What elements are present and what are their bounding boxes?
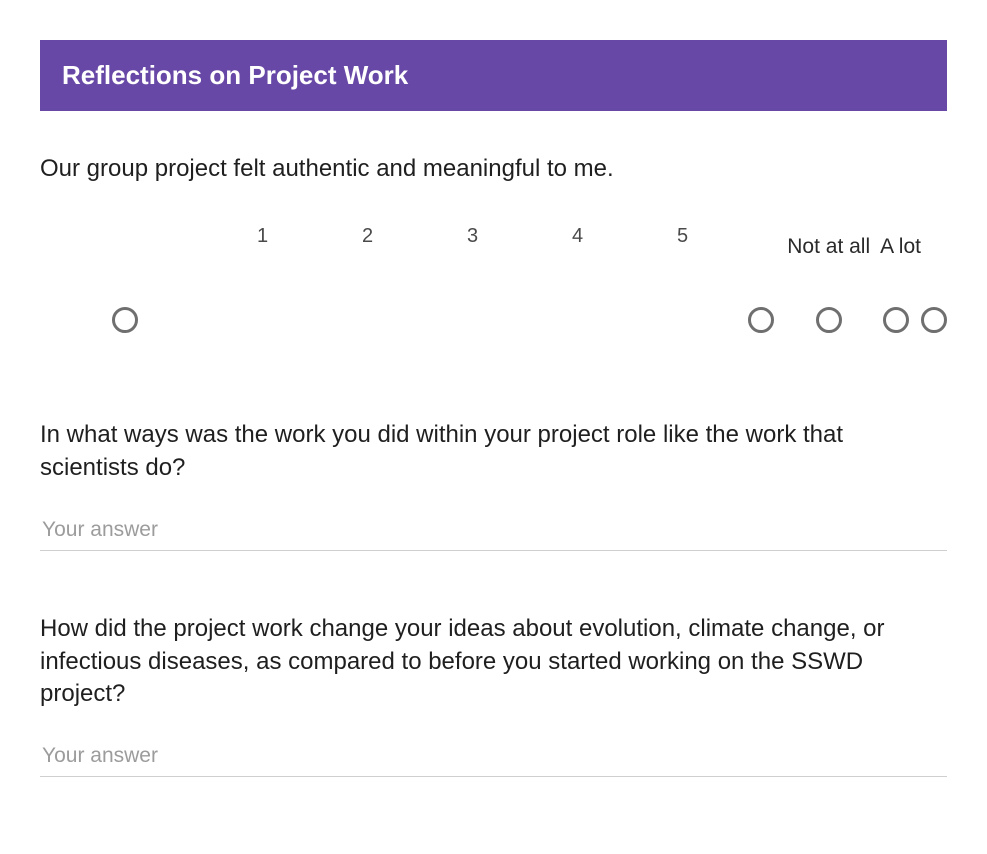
question-short-answer: In what ways was the work you did within… [40, 419, 947, 551]
likert-radio-3[interactable] [816, 307, 842, 333]
question-prompt: In what ways was the work you did within… [40, 419, 947, 484]
question-likert: Our group project felt authentic and mea… [40, 153, 947, 357]
likert-radio-2[interactable] [748, 307, 774, 333]
section-title: Reflections on Project Work [62, 60, 408, 90]
likert-number: 1 [210, 225, 315, 270]
likert-number: 3 [420, 225, 525, 270]
section-header: Reflections on Project Work [40, 40, 947, 111]
likert-high-label: A lot [870, 211, 921, 283]
question-prompt: How did the project work change your ide… [40, 613, 947, 710]
likert-number: 2 [315, 225, 420, 270]
likert-radio-1[interactable] [112, 307, 138, 333]
form-page: Reflections on Project Work Our group pr… [0, 0, 987, 827]
likert-radio-5[interactable] [921, 307, 947, 333]
answer-input[interactable] [40, 738, 947, 777]
answer-input[interactable] [40, 512, 947, 551]
likert-number: 4 [525, 225, 630, 270]
likert-low-label: Not at all [787, 211, 870, 283]
question-prompt: Our group project felt authentic and mea… [40, 153, 947, 185]
likert-radio-4[interactable] [883, 307, 909, 333]
likert-scale: 1 2 3 4 5 Not at all A lot [40, 211, 947, 357]
likert-number: 5 [630, 225, 735, 270]
question-short-answer: How did the project work change your ide… [40, 613, 947, 777]
